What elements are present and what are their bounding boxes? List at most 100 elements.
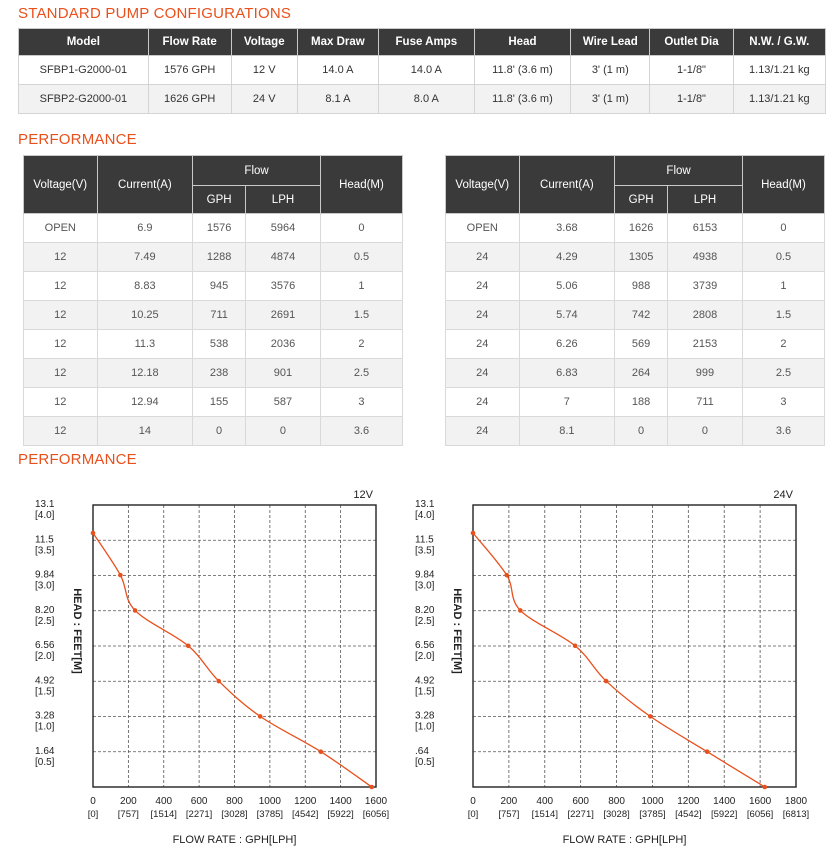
- cell-voltage: 12: [23, 271, 98, 301]
- x-tick-sublabel: [3785]: [257, 809, 283, 820]
- cell-fuse-amps: 14.0 A: [377, 55, 475, 85]
- cell-voltage: 24: [445, 387, 520, 417]
- y-axis-label: HEAD : FEET[M]: [451, 588, 463, 674]
- x-tick-label: 0: [90, 796, 96, 807]
- perf-row: 12 12.94 155 587 3: [23, 387, 404, 417]
- y-tick-label: 3.28: [35, 711, 55, 722]
- performance-chart-section-title: PERFORMANCE: [18, 451, 137, 468]
- cell-gph: 188: [614, 387, 669, 417]
- data-point: [90, 530, 96, 536]
- cell-lph: 901: [245, 358, 321, 388]
- cell-model: SFBP1-G2000-01: [18, 55, 149, 85]
- config-row: SFBP1-G2000-01 1576 GPH 12 V 14.0 A 14.0…: [18, 55, 827, 85]
- data-point: [118, 572, 123, 578]
- y-tick-label: 6.56: [415, 640, 435, 651]
- perf-row: OPEN 3.68 1626 6153 0: [445, 213, 826, 243]
- cell-current: 5.06: [518, 271, 616, 301]
- chart-24v-svg: 24V .64[0.5] 3.28[1.0] 4.92[1.5] 6.56[2.0] 8.…: [415, 489, 809, 846]
- col-current: Current(A): [96, 155, 194, 214]
- y-tick-sublabel: [3.0]: [415, 581, 435, 592]
- cell-current: 10.25: [96, 300, 194, 330]
- cell-voltage: 12: [23, 329, 98, 359]
- cell-head: 3: [741, 387, 826, 417]
- y-tick-sublabel: [2.0]: [35, 651, 55, 662]
- data-point: [647, 714, 653, 719]
- plot-frame: [92, 504, 377, 788]
- col-head: Head: [473, 28, 572, 56]
- cell-gph: 0: [192, 416, 247, 446]
- y-tick-sublabel: [1.0]: [35, 722, 55, 733]
- cell-lph: 3739: [667, 271, 743, 301]
- cell-current: 8.83: [96, 271, 194, 301]
- cell-voltage: 24: [445, 358, 520, 388]
- cell-lph: 2808: [667, 300, 743, 330]
- y-tick-label: 9.84: [35, 570, 55, 581]
- data-point: [132, 608, 138, 613]
- cell-head: 0.5: [741, 242, 826, 272]
- x-tick-label: 1000: [259, 796, 282, 807]
- cell-lph: 0: [667, 416, 743, 446]
- chart-title: 24V: [773, 489, 793, 501]
- cell-head: 0.5: [319, 242, 404, 272]
- perf-row: 12 14 0 0 3.6: [23, 416, 404, 446]
- cell-gph: 1576: [192, 213, 247, 243]
- y-tick-sublabel: [4.0]: [35, 510, 55, 521]
- cell-current: 12.94: [96, 387, 194, 417]
- cell-lph: 2036: [245, 329, 321, 359]
- x-tick-sublabel: [0]: [468, 809, 479, 820]
- perf-row: OPEN 6.9 1576 5964 0: [23, 213, 404, 243]
- cell-outlet-dia: 1-1/8": [649, 84, 734, 114]
- col-weight: N.W. / G.W.: [732, 28, 827, 56]
- data-point: [572, 643, 578, 649]
- cell-voltage: 12: [23, 358, 98, 388]
- cell-head: 1: [741, 271, 826, 301]
- data-point: [704, 749, 710, 754]
- x-tick-label: 600: [572, 796, 589, 807]
- y-tick-label: 6.56: [35, 640, 55, 651]
- cell-model: SFBP2-G2000-01: [18, 84, 149, 114]
- cell-voltage: 12 V: [230, 55, 298, 85]
- y-tick-label: 8.20: [415, 605, 435, 616]
- data-point: [504, 572, 510, 578]
- y-tick-sublabel: [4.0]: [415, 510, 435, 521]
- y-tick-label: 4.92: [35, 675, 55, 686]
- y-axis-label: HEAD : FEET[M]: [71, 588, 83, 674]
- y-tick-label: 8.20: [35, 605, 55, 616]
- y-tick-sublabel: [1.5]: [415, 686, 435, 697]
- cell-head: 11.8' (3.6 m): [473, 55, 572, 85]
- y-tick-label: 9.84: [415, 570, 435, 581]
- cell-gph: 711: [192, 300, 247, 330]
- x-tick-sublabel: [3785]: [639, 809, 665, 820]
- col-voltage: Voltage: [230, 28, 298, 56]
- cell-current: 6.26: [518, 329, 616, 359]
- cell-current: 4.29: [518, 242, 616, 272]
- cell-lph: 587: [245, 387, 321, 417]
- perf-row: 12 8.83 945 3576 1: [23, 271, 404, 301]
- data-point: [762, 784, 768, 790]
- col-voltage: Voltage(V): [23, 155, 98, 214]
- x-tick-sublabel: [757]: [498, 809, 519, 820]
- cell-gph: 1288: [192, 242, 247, 272]
- cell-voltage: 24: [445, 271, 520, 301]
- y-tick-label: 11.5: [415, 534, 434, 545]
- cell-voltage: 24: [445, 416, 520, 446]
- col-flow: Flow: [192, 155, 321, 186]
- col-lph: LPH: [667, 185, 743, 214]
- cell-flow-rate: 1626 GPH: [147, 84, 232, 114]
- y-tick-label: 1.64: [35, 746, 55, 757]
- x-tick-sublabel: [2271]: [567, 809, 593, 820]
- data-point: [470, 530, 476, 536]
- x-tick-label: 1800: [785, 796, 808, 807]
- data-point: [369, 784, 375, 790]
- cell-voltage: 24 V: [230, 84, 298, 114]
- cell-voltage: 24: [445, 329, 520, 359]
- y-tick-sublabel: [3.5]: [415, 545, 435, 556]
- cell-gph: 155: [192, 387, 247, 417]
- cell-head: 3.6: [319, 416, 404, 446]
- cell-head: 11.8' (3.6 m): [473, 84, 572, 114]
- y-tick-label: .64: [415, 746, 429, 757]
- col-head: Head(M): [319, 155, 404, 214]
- x-tick-label: 800: [608, 796, 625, 807]
- cell-gph: 264: [614, 358, 669, 388]
- col-fuse-amps: Fuse Amps: [377, 28, 475, 56]
